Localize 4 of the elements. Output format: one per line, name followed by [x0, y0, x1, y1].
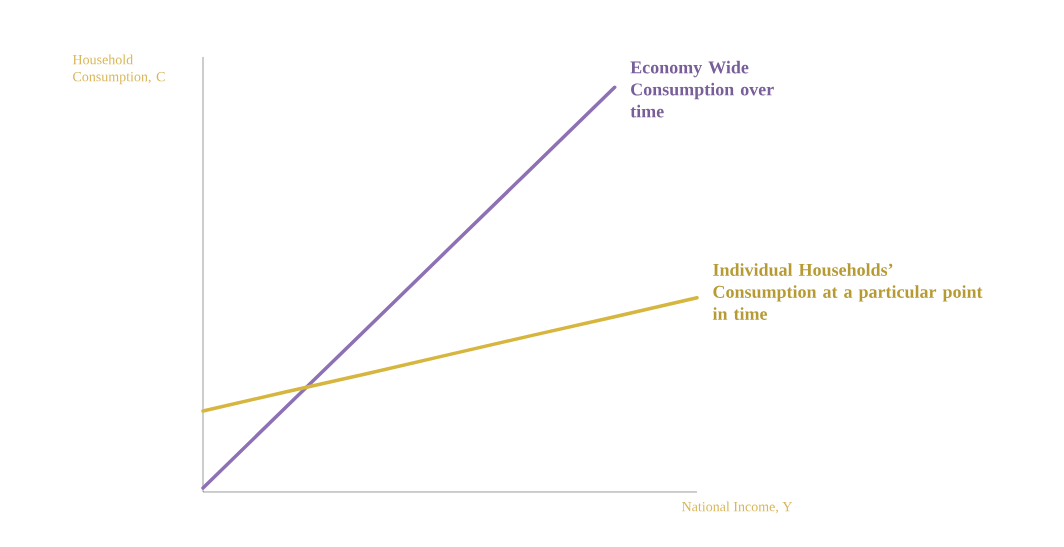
series-label: Economy Wide Consumption over time — [630, 60, 774, 118]
x-axis-title: National Income, Y — [682, 501, 793, 514]
y-axis-title: Household Consumption, C — [72, 54, 165, 85]
series-label: Individual Households’ Consumption at a particular point in time — [712, 263, 983, 320]
